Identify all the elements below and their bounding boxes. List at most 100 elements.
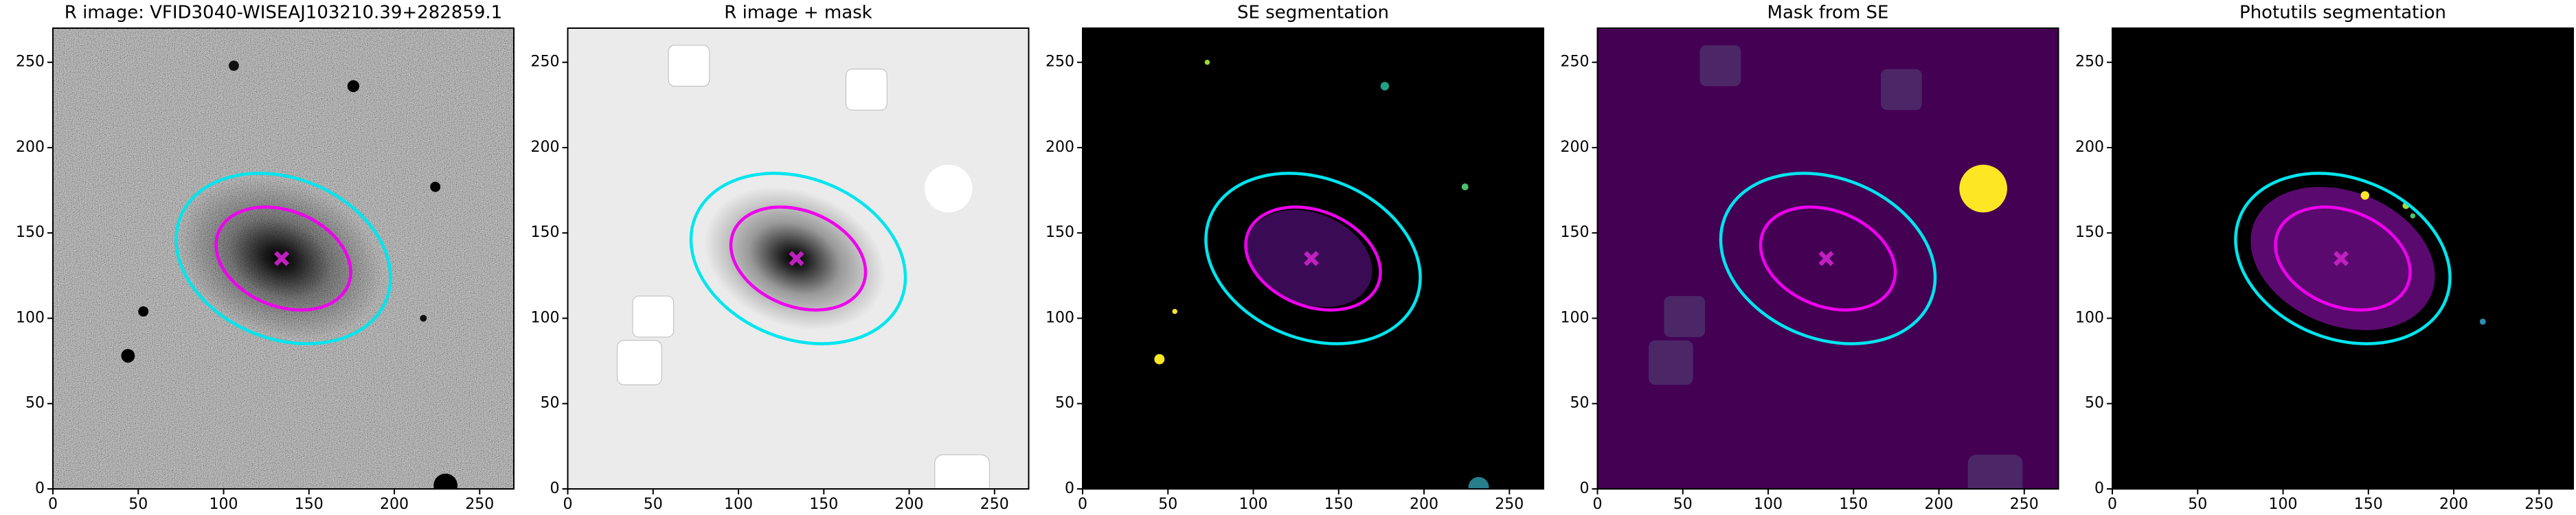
source [420, 314, 427, 322]
panel-title: R image: VFID3040-WISEAJ103210.39+282859… [65, 3, 502, 23]
y-tick-label: 0 [550, 480, 560, 497]
x-tick-label: 50 [2188, 496, 2207, 513]
y-tick-label: 200 [531, 139, 560, 156]
aperture-ellipse [689, 172, 907, 345]
source [2360, 191, 2370, 200]
y-tick-label: 50 [2085, 395, 2104, 412]
x-tick-label: 250 [2524, 496, 2553, 513]
source [924, 164, 973, 213]
mask-region [1649, 340, 1693, 385]
x-tick-label: 50 [128, 496, 148, 513]
y-tick-label: 200 [1046, 139, 1074, 156]
y-tick-label: 100 [2075, 309, 2104, 326]
y-tick-label: 150 [2075, 224, 2104, 241]
source [433, 473, 457, 489]
y-tick-label: 250 [1561, 54, 1590, 71]
source [1461, 183, 1469, 191]
source [138, 306, 149, 317]
y-tick-label: 250 [16, 54, 45, 71]
x-tick-label: 250 [980, 496, 1009, 513]
panel-title: Mask from SE [1767, 3, 1889, 23]
y-tick-label: 100 [1046, 309, 1074, 326]
x-tick-label: 250 [2010, 496, 2039, 513]
x-tick-label: 200 [2439, 496, 2468, 513]
x-tick-label: 200 [1410, 496, 1438, 513]
y-tick-label: 200 [2075, 139, 2104, 156]
x-tick-label: 50 [1158, 496, 1177, 513]
source [1172, 308, 1177, 314]
center-marker [274, 251, 290, 266]
y-tick-label: 0 [2094, 480, 2104, 497]
x-tick-label: 150 [2354, 496, 2383, 513]
mask-region [846, 69, 888, 111]
source [2410, 213, 2416, 219]
y-tick-label: 200 [16, 139, 45, 156]
panel [53, 28, 514, 489]
y-tick-label: 0 [1580, 480, 1590, 497]
x-tick-label: 200 [1925, 496, 1954, 513]
y-tick-label: 200 [1561, 139, 1590, 156]
center-marker [1818, 251, 1834, 266]
y-tick-label: 250 [531, 54, 560, 71]
aperture-ellipse [1759, 205, 1897, 312]
mask-region [1699, 45, 1741, 87]
source [1959, 164, 2007, 213]
source [228, 60, 239, 71]
y-tick-label: 150 [1046, 224, 1074, 241]
source [1154, 354, 1165, 365]
y-tick-label: 100 [16, 309, 45, 326]
mask-region [632, 295, 675, 338]
y-tick-label: 250 [1046, 54, 1074, 71]
panel [567, 28, 1029, 489]
mask-region [1881, 69, 1922, 111]
x-tick-label: 0 [563, 496, 573, 513]
y-tick-label: 150 [531, 224, 560, 241]
mask-region [668, 45, 710, 87]
x-tick-label: 150 [1839, 496, 1868, 513]
x-tick-label: 100 [210, 496, 238, 513]
x-tick-label: 100 [2269, 496, 2298, 513]
mask-region [1967, 455, 2023, 489]
axes-frame [567, 27, 1030, 490]
y-tick-label: 150 [1561, 224, 1590, 241]
panel [2112, 28, 2573, 489]
aperture-ellipse [1719, 172, 1937, 345]
mask-region [617, 340, 662, 385]
center-marker [1304, 251, 1320, 266]
x-tick-label: 150 [809, 496, 838, 513]
panel-title: Photutils segmentation [2239, 3, 2446, 23]
x-tick-label: 50 [644, 496, 663, 513]
panel [1597, 28, 2059, 489]
aperture-ellipse [2274, 205, 2412, 312]
x-tick-label: 250 [1495, 496, 1524, 513]
y-tick-label: 0 [35, 480, 45, 497]
source [1380, 82, 1390, 91]
x-tick-label: 150 [1324, 496, 1353, 513]
source [430, 181, 441, 192]
aperture-ellipse [174, 172, 392, 345]
x-tick-label: 0 [48, 496, 58, 513]
x-tick-label: 0 [2108, 496, 2117, 513]
axes-frame [1082, 27, 1544, 490]
aperture-ellipse [2234, 172, 2452, 345]
y-tick-label: 0 [1065, 480, 1074, 497]
axes-frame [1596, 27, 2059, 490]
panel-title: R image + mask [724, 3, 872, 23]
x-tick-label: 200 [895, 496, 924, 513]
source [121, 349, 135, 363]
x-tick-label: 100 [1754, 496, 1783, 513]
aperture-ellipse [1204, 172, 1422, 345]
source [347, 80, 360, 93]
y-tick-label: 100 [1561, 309, 1590, 326]
x-tick-label: 150 [295, 496, 324, 513]
x-tick-label: 0 [1593, 496, 1603, 513]
center-marker [789, 251, 804, 266]
axes-frame [2112, 27, 2574, 490]
x-tick-label: 250 [465, 496, 494, 513]
x-tick-label: 100 [724, 496, 753, 513]
x-tick-label: 100 [1239, 496, 1268, 513]
y-tick-label: 50 [25, 395, 45, 412]
aperture-ellipse [729, 205, 868, 312]
aperture-ellipse [1244, 205, 1382, 312]
